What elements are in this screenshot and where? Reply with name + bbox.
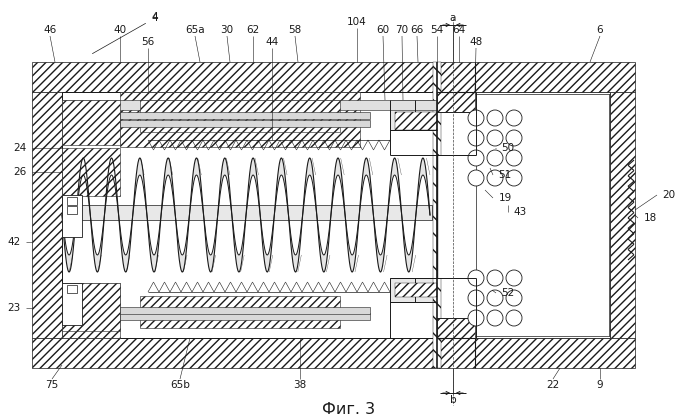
- Circle shape: [468, 290, 484, 306]
- Text: 50: 50: [501, 143, 514, 153]
- Bar: [62, 283, 120, 338]
- Bar: [32, 338, 437, 368]
- Bar: [437, 62, 635, 92]
- Bar: [437, 92, 610, 338]
- Text: b: b: [449, 395, 456, 405]
- Text: 40: 40: [113, 25, 127, 35]
- Circle shape: [506, 310, 522, 326]
- Circle shape: [487, 110, 503, 126]
- Bar: [395, 283, 437, 297]
- Text: 64: 64: [452, 25, 466, 35]
- Text: a: a: [450, 13, 456, 23]
- Circle shape: [468, 310, 484, 326]
- Circle shape: [506, 150, 522, 166]
- Circle shape: [468, 110, 484, 126]
- Circle shape: [487, 310, 503, 326]
- Text: 65a: 65a: [185, 25, 205, 35]
- Bar: [120, 112, 370, 119]
- Text: 38: 38: [294, 380, 307, 390]
- Text: 104: 104: [347, 17, 367, 27]
- Text: 42: 42: [8, 237, 21, 247]
- Circle shape: [506, 170, 522, 186]
- Text: 58: 58: [289, 25, 302, 35]
- Bar: [437, 338, 635, 368]
- Text: Фиг. 3: Фиг. 3: [322, 403, 375, 416]
- Circle shape: [506, 290, 522, 306]
- Bar: [120, 313, 370, 320]
- Bar: [62, 148, 120, 196]
- Bar: [390, 100, 437, 130]
- Circle shape: [468, 270, 484, 286]
- Text: 22: 22: [547, 380, 560, 390]
- Text: 9: 9: [597, 380, 603, 390]
- Text: 62: 62: [246, 25, 259, 35]
- Text: 43: 43: [513, 207, 526, 217]
- Text: 6: 6: [597, 25, 603, 35]
- Text: 4: 4: [152, 13, 158, 23]
- Bar: [120, 92, 360, 147]
- Text: 70: 70: [396, 25, 408, 35]
- Text: 23: 23: [8, 303, 21, 313]
- Text: 52: 52: [501, 288, 514, 298]
- Text: 75: 75: [45, 380, 59, 390]
- Text: 26: 26: [13, 167, 27, 177]
- Circle shape: [487, 130, 503, 146]
- Text: 54: 54: [431, 25, 444, 35]
- Text: 44: 44: [266, 37, 279, 47]
- Bar: [437, 318, 475, 338]
- Bar: [433, 62, 441, 368]
- Text: 56: 56: [141, 37, 154, 47]
- Text: 30: 30: [220, 25, 233, 35]
- Text: 48: 48: [469, 37, 482, 47]
- Circle shape: [468, 130, 484, 146]
- Bar: [120, 120, 370, 127]
- Text: 60: 60: [377, 25, 389, 35]
- Bar: [62, 100, 120, 145]
- Circle shape: [506, 110, 522, 126]
- Text: 4: 4: [152, 12, 158, 22]
- Circle shape: [487, 150, 503, 166]
- Text: 51: 51: [498, 170, 512, 180]
- Circle shape: [468, 150, 484, 166]
- Bar: [62, 100, 437, 110]
- Text: 46: 46: [43, 25, 57, 35]
- Text: 65b: 65b: [170, 380, 190, 390]
- Bar: [32, 62, 437, 92]
- Text: 20: 20: [663, 190, 675, 200]
- Circle shape: [506, 270, 522, 286]
- Circle shape: [506, 130, 522, 146]
- Circle shape: [487, 290, 503, 306]
- Bar: [437, 92, 475, 112]
- Bar: [62, 283, 82, 325]
- Circle shape: [487, 270, 503, 286]
- Bar: [67, 285, 77, 293]
- Bar: [437, 155, 476, 278]
- Bar: [140, 296, 340, 328]
- Circle shape: [487, 170, 503, 186]
- Circle shape: [468, 170, 484, 186]
- Bar: [610, 92, 635, 338]
- Text: 66: 66: [410, 25, 424, 35]
- Bar: [395, 112, 437, 130]
- Bar: [32, 92, 62, 338]
- Text: 18: 18: [643, 213, 656, 223]
- Text: 24: 24: [13, 143, 27, 153]
- Bar: [62, 195, 82, 237]
- Bar: [140, 100, 340, 132]
- Text: 19: 19: [498, 193, 512, 203]
- Bar: [390, 278, 437, 302]
- Bar: [80, 205, 432, 220]
- Bar: [67, 197, 77, 205]
- Bar: [62, 283, 120, 331]
- Bar: [120, 307, 370, 314]
- Bar: [67, 206, 77, 214]
